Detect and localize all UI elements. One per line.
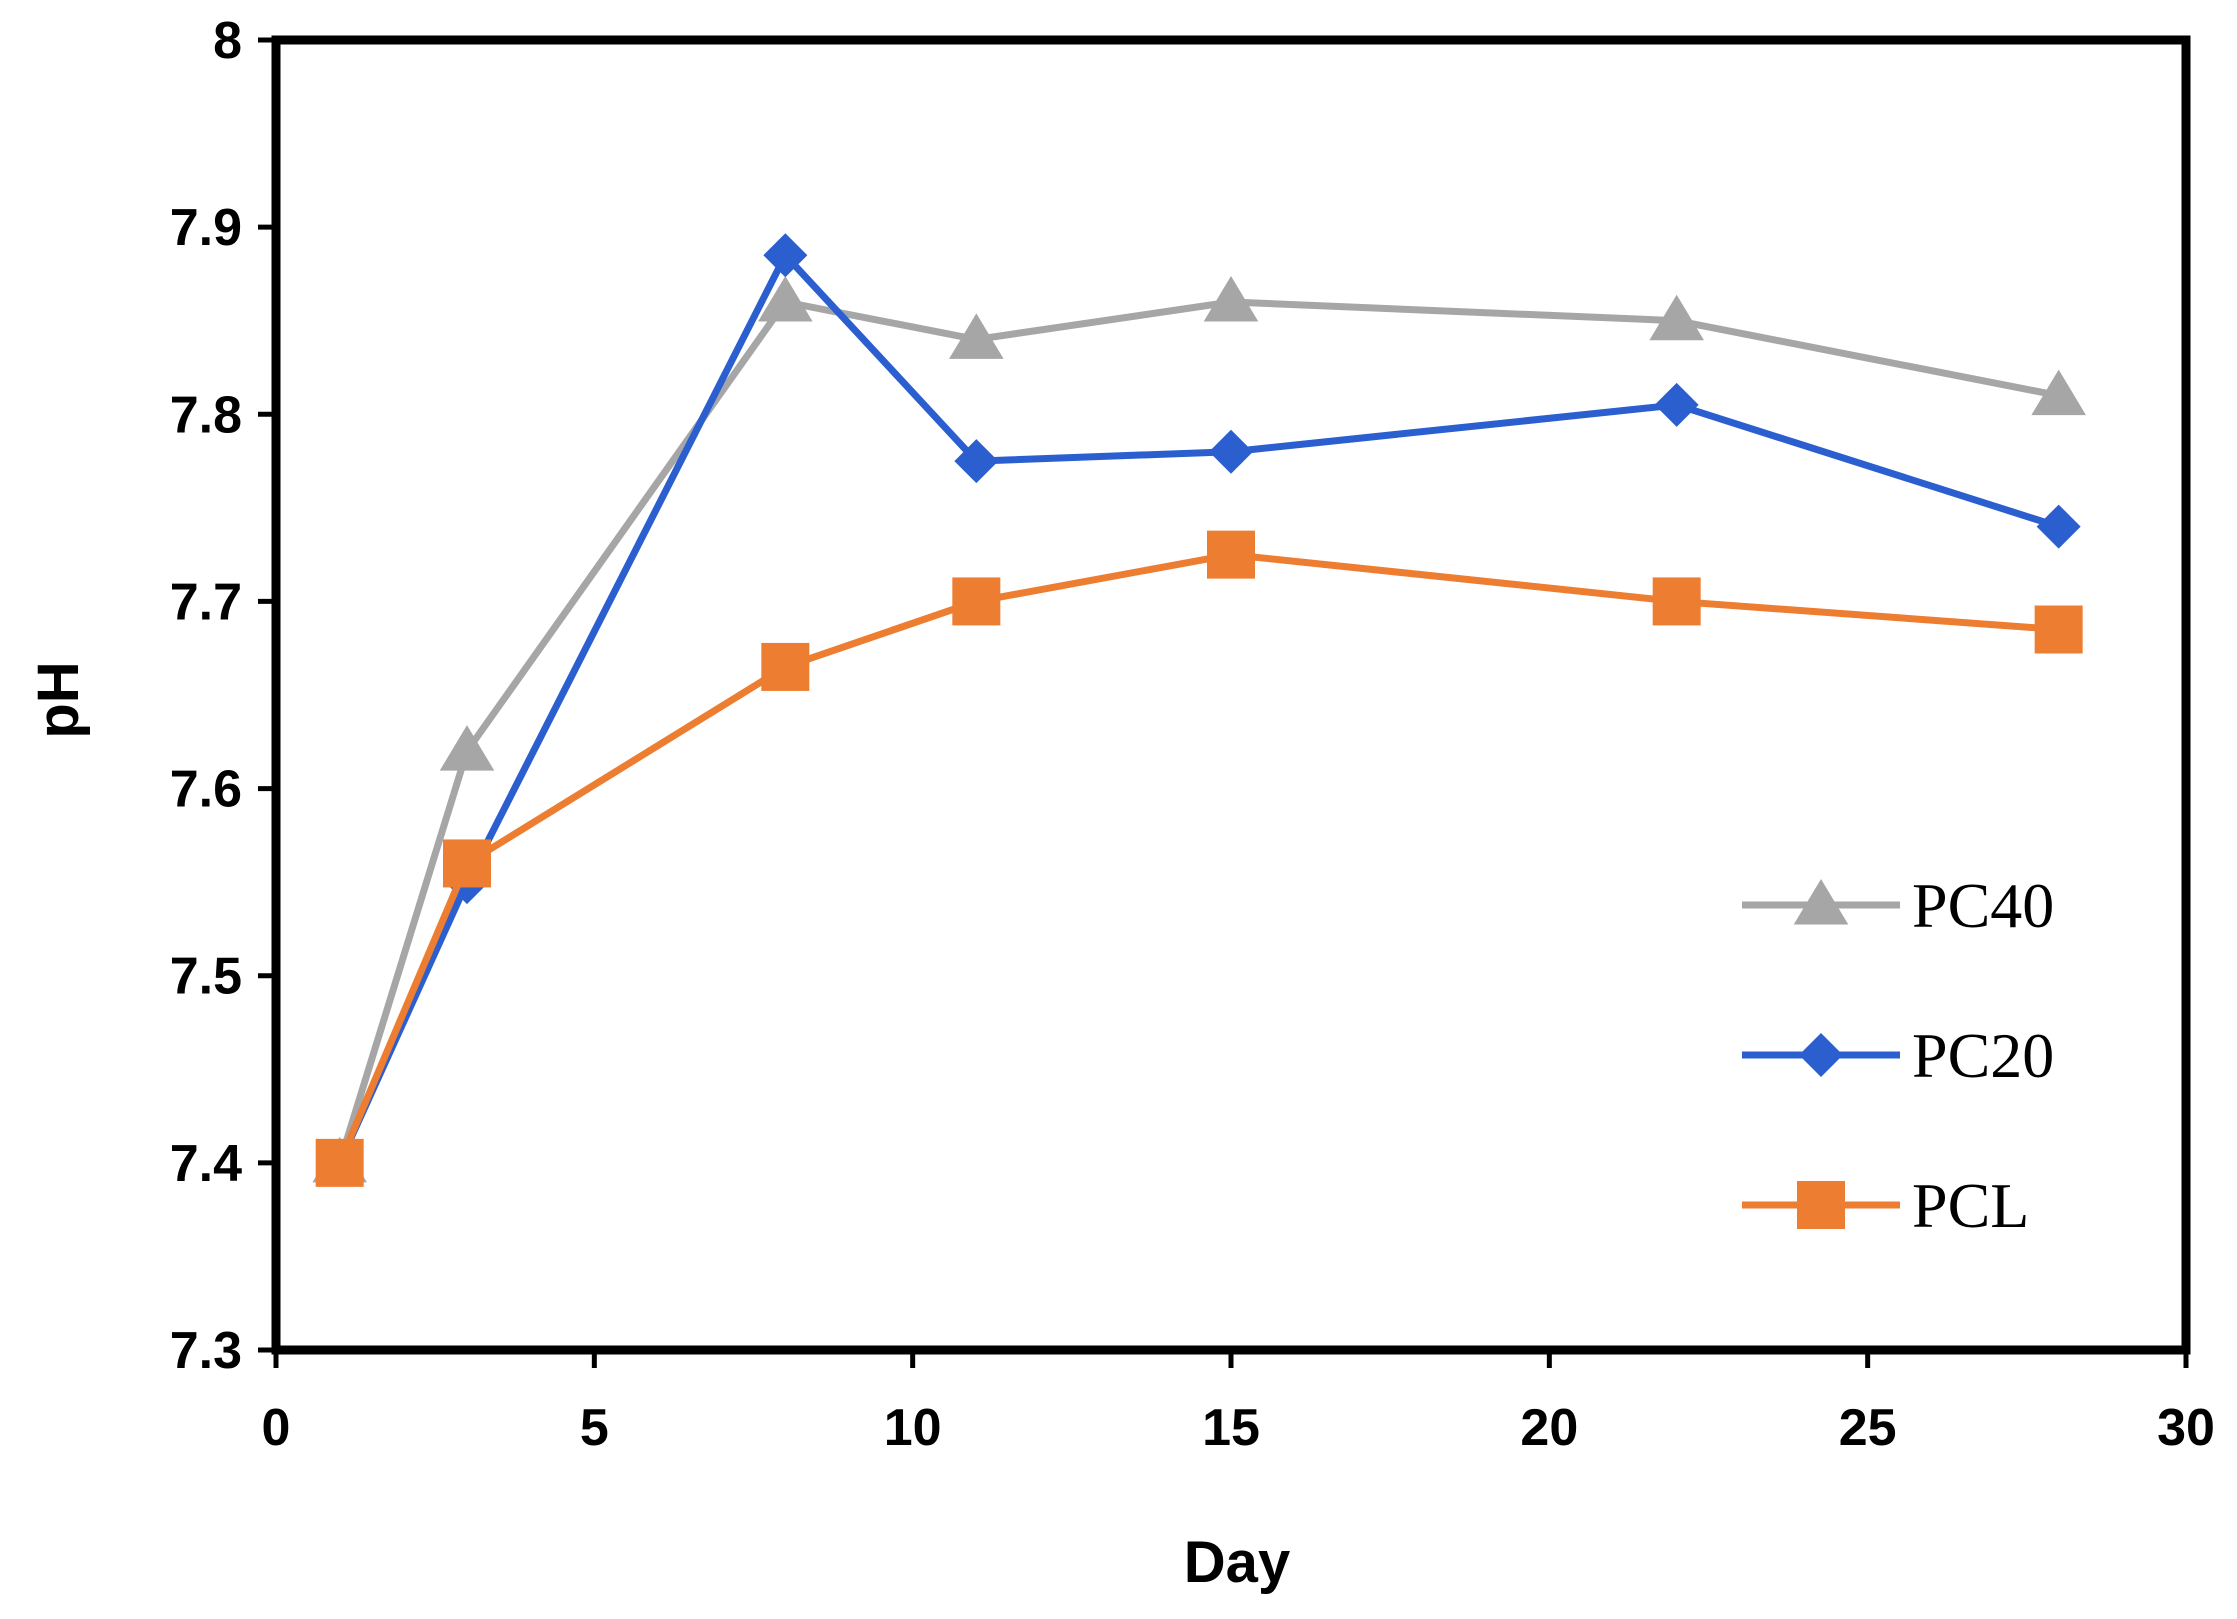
data-point-pc40 bbox=[949, 313, 1004, 359]
x-tick-label: 5 bbox=[580, 1399, 609, 1457]
legend-item-pc20: PC20 bbox=[1742, 1020, 2054, 1091]
legend-item-pc40: PC40 bbox=[1742, 870, 2054, 941]
x-tick-label: 0 bbox=[262, 1399, 291, 1457]
legend-marker bbox=[1797, 1181, 1845, 1229]
data-point-pc20 bbox=[763, 233, 808, 278]
y-tick-label: 7.6 bbox=[170, 761, 242, 819]
data-point-pcl bbox=[315, 1138, 364, 1187]
data-point-pcl bbox=[2034, 605, 2083, 654]
data-point-pcl bbox=[1652, 577, 1701, 626]
data-point-pc20 bbox=[1654, 382, 1699, 427]
y-tick-label: 8 bbox=[213, 12, 242, 70]
x-axis-title: Day bbox=[1184, 1530, 1290, 1595]
data-point-pcl bbox=[1207, 530, 1255, 579]
legend-marker bbox=[1799, 1033, 1843, 1077]
y-tick-label: 7.9 bbox=[170, 199, 242, 257]
x-tick-label: 25 bbox=[1839, 1399, 1897, 1457]
x-tick-label: 20 bbox=[1520, 1399, 1578, 1457]
data-point-pc20 bbox=[2036, 504, 2081, 549]
data-point-pcl bbox=[761, 642, 810, 691]
y-tick-label: 7.5 bbox=[170, 948, 242, 1006]
y-axis-title: pH bbox=[26, 661, 91, 738]
legend-label: PC40 bbox=[1912, 870, 2054, 941]
series-pcl bbox=[315, 530, 2083, 1187]
x-tick-label: 15 bbox=[1202, 1399, 1260, 1457]
data-point-pc20 bbox=[1209, 429, 1253, 474]
data-point-pc40 bbox=[758, 276, 813, 322]
legend-label: PCL bbox=[1912, 1170, 2029, 1241]
data-point-pc40 bbox=[2031, 369, 2086, 416]
legend: PC40 PC20 PCL bbox=[1742, 870, 2054, 1241]
x-tick-label: 10 bbox=[884, 1399, 942, 1457]
legend-item-pcl: PCL bbox=[1742, 1170, 2029, 1241]
y-tick-label: 7.3 bbox=[170, 1322, 242, 1380]
y-tick-label: 7.8 bbox=[170, 386, 242, 444]
data-point-pc40 bbox=[1203, 276, 1259, 322]
data-point-pc40 bbox=[1649, 294, 1704, 341]
series-group bbox=[312, 233, 2086, 1187]
legend-label: PC20 bbox=[1912, 1020, 2054, 1091]
data-point-pc40 bbox=[439, 725, 495, 771]
data-point-pcl bbox=[443, 839, 491, 888]
y-tick-label: 7.4 bbox=[170, 1135, 242, 1193]
data-point-pc20 bbox=[954, 439, 999, 484]
data-point-pcl bbox=[952, 577, 1001, 626]
axes: 7.3 7.4 7.5 7.6 7.7 7.8 7.9 8 0 5 10 15 20 25 30 bbox=[170, 12, 2215, 1457]
x-tick-label: 30 bbox=[2157, 1399, 2215, 1457]
legend-marker bbox=[1793, 879, 1849, 925]
y-tick-label: 7.7 bbox=[170, 573, 242, 631]
